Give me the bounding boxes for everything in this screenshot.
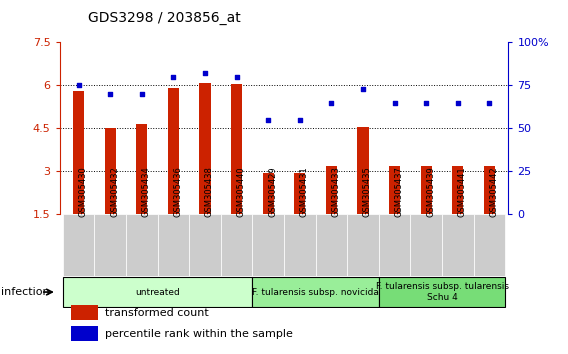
Bar: [71, 326, 98, 341]
FancyBboxPatch shape: [379, 214, 411, 276]
FancyBboxPatch shape: [221, 214, 252, 276]
Text: GSM305437: GSM305437: [395, 166, 404, 217]
FancyBboxPatch shape: [442, 214, 474, 276]
Bar: [294, 173, 306, 214]
Bar: [168, 88, 179, 214]
FancyBboxPatch shape: [316, 214, 347, 276]
Point: [485, 100, 494, 105]
Text: GSM305439: GSM305439: [426, 166, 435, 217]
Point: [453, 100, 462, 105]
Point: [295, 117, 304, 122]
Text: GSM305435: GSM305435: [363, 166, 372, 217]
Text: GSM305432: GSM305432: [110, 166, 119, 217]
Text: GSM305440: GSM305440: [237, 167, 245, 217]
Text: GSM305431: GSM305431: [300, 166, 309, 217]
Text: GSM305430: GSM305430: [78, 166, 87, 217]
Bar: [231, 84, 242, 214]
FancyBboxPatch shape: [379, 277, 505, 307]
Point: [421, 100, 431, 105]
Point: [201, 70, 210, 76]
Bar: [105, 128, 116, 214]
FancyBboxPatch shape: [474, 214, 505, 276]
Bar: [73, 91, 84, 214]
Bar: [71, 305, 98, 320]
Point: [169, 74, 178, 80]
FancyBboxPatch shape: [63, 214, 94, 276]
Bar: [421, 166, 432, 214]
Bar: [199, 82, 211, 214]
FancyBboxPatch shape: [411, 214, 442, 276]
Text: GSM305434: GSM305434: [142, 166, 151, 217]
Text: GSM305442: GSM305442: [490, 167, 498, 217]
Bar: [452, 166, 463, 214]
FancyBboxPatch shape: [63, 277, 252, 307]
Point: [327, 100, 336, 105]
Point: [390, 100, 399, 105]
Text: infection: infection: [1, 287, 50, 297]
FancyBboxPatch shape: [252, 277, 379, 307]
FancyBboxPatch shape: [189, 214, 221, 276]
FancyBboxPatch shape: [347, 214, 379, 276]
Point: [264, 117, 273, 122]
Point: [358, 86, 367, 92]
Bar: [357, 127, 369, 214]
Text: GDS3298 / 203856_at: GDS3298 / 203856_at: [88, 11, 241, 25]
Text: F. tularensis subsp. tularensis
Schu 4: F. tularensis subsp. tularensis Schu 4: [375, 282, 508, 302]
Bar: [326, 166, 337, 214]
Text: GSM305438: GSM305438: [205, 166, 214, 217]
FancyBboxPatch shape: [157, 214, 189, 276]
Point: [106, 91, 115, 97]
Text: transformed count: transformed count: [105, 308, 209, 318]
Text: GSM305429: GSM305429: [268, 167, 277, 217]
Text: untreated: untreated: [135, 287, 180, 297]
Text: GSM305441: GSM305441: [458, 167, 467, 217]
Text: GSM305436: GSM305436: [173, 166, 182, 217]
FancyBboxPatch shape: [126, 214, 157, 276]
Point: [232, 74, 241, 80]
FancyBboxPatch shape: [94, 214, 126, 276]
Point: [74, 82, 83, 88]
FancyBboxPatch shape: [284, 214, 316, 276]
Bar: [262, 173, 274, 214]
Text: F. tularensis subsp. novicida: F. tularensis subsp. novicida: [252, 287, 379, 297]
Text: GSM305433: GSM305433: [331, 166, 340, 217]
Text: percentile rank within the sample: percentile rank within the sample: [105, 329, 293, 339]
Bar: [389, 166, 400, 214]
Bar: [484, 166, 495, 214]
FancyBboxPatch shape: [252, 214, 284, 276]
Point: [137, 91, 147, 97]
Bar: [136, 124, 147, 214]
